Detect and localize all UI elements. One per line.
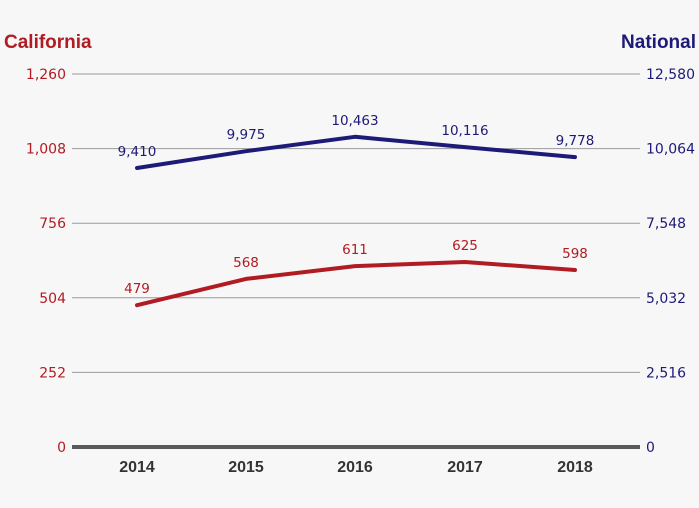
data-label-national: 10,463 [331,113,378,129]
left-tick-label: 1,260 [26,67,66,83]
left-tick-label: 504 [39,291,66,307]
left-axis-title: California [4,32,92,53]
series-line-national [135,134,577,170]
point-labels: 479 568 611 625 598 9,410 9,975 10,463 10,116 9,7… [118,113,595,297]
x-tick-label: 2015 [228,459,264,476]
data-label-national: 9,975 [227,127,266,143]
data-label-california: 611 [342,242,368,258]
right-tick-label: 2,516 [646,365,686,381]
series-line-california [135,260,577,308]
right-axis-ticks: 0 2,516 5,032 7,548 10,064 12,580 [646,67,695,456]
x-tick-label: 2014 [119,459,155,476]
left-tick-label: 1,008 [26,142,66,158]
grid-lines [72,73,640,449]
data-label-california: 568 [233,255,259,271]
left-tick-label: 252 [39,365,66,381]
left-tick-label: 0 [57,440,66,456]
right-tick-label: 10,064 [646,142,695,158]
left-tick-label: 756 [39,216,66,232]
x-tick-label: 2016 [337,459,373,476]
data-label-california: 598 [562,246,588,262]
right-tick-label: 12,580 [646,67,695,83]
right-tick-label: 0 [646,440,655,456]
right-tick-label: 5,032 [646,291,686,307]
x-tick-label: 2017 [447,459,483,476]
right-tick-label: 7,548 [646,216,686,232]
data-label-national: 9,778 [556,133,595,149]
data-label-national: 9,410 [118,144,157,160]
left-axis-ticks: 0 252 504 756 1,008 1,260 [26,67,66,456]
x-axis-ticks: 2014 2015 2016 2017 2018 [119,459,593,476]
data-label-california: 625 [452,238,478,254]
x-tick-label: 2018 [557,459,593,476]
right-axis-title: National [621,32,696,53]
data-label-national: 10,116 [441,123,488,139]
series-lines [135,134,577,308]
data-label-california: 479 [124,281,150,297]
